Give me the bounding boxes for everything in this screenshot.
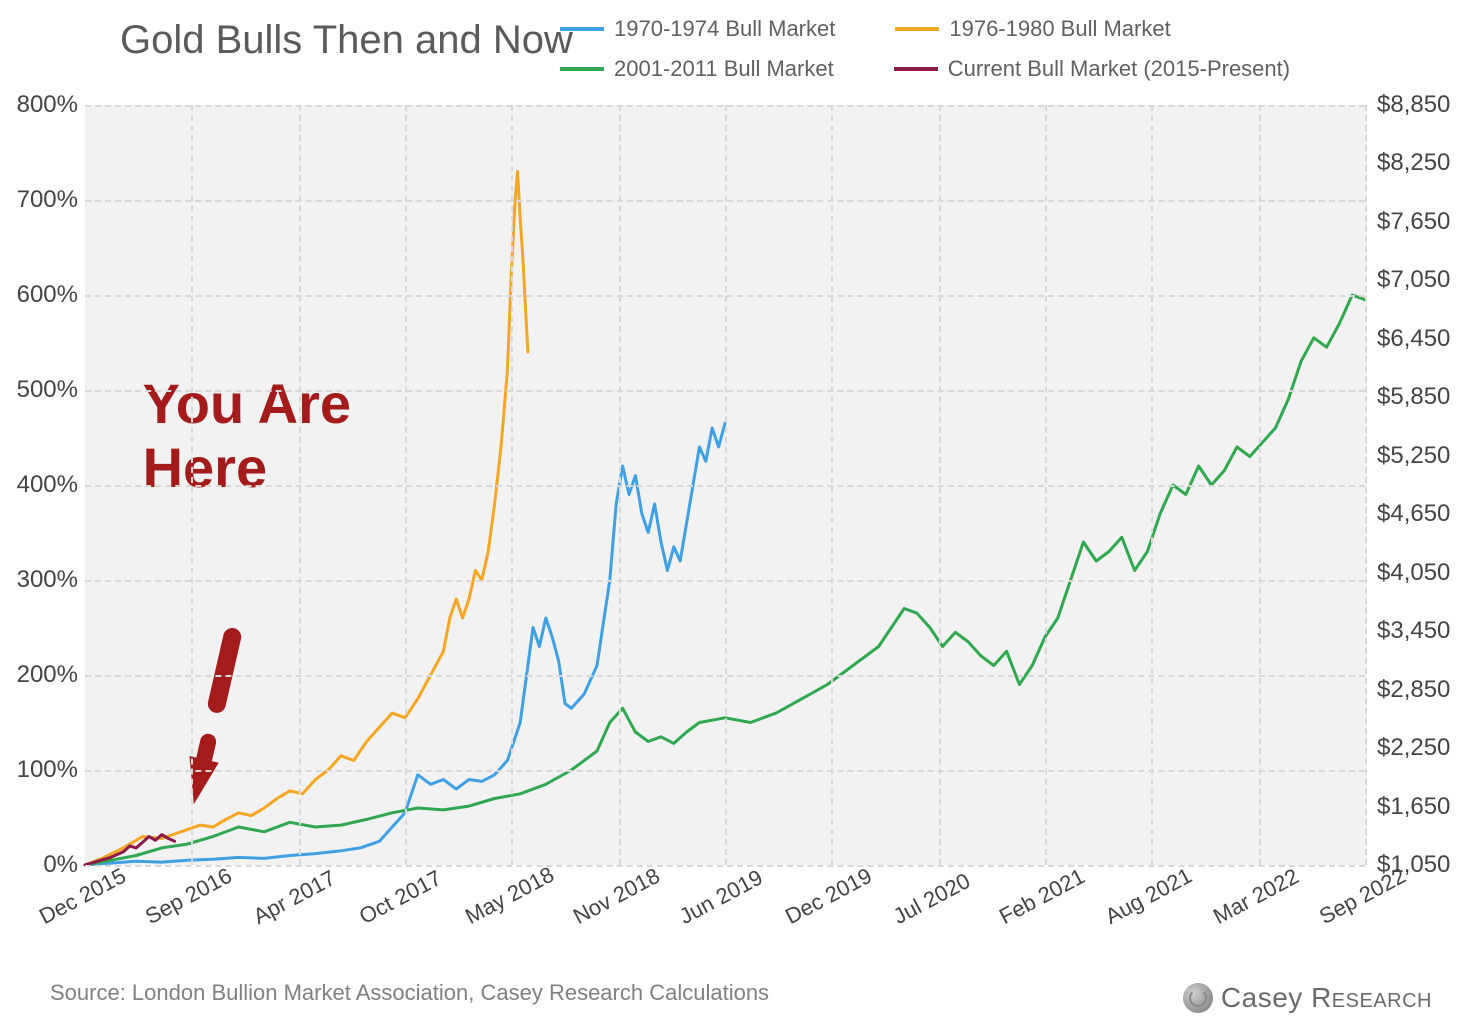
- source-attribution: Source: London Bullion Market Associatio…: [50, 980, 769, 1006]
- brand-text-1: Casey: [1221, 982, 1303, 1013]
- y-right-tick-label: $2,850: [1377, 676, 1472, 704]
- brand-logo-label: Casey Research: [1183, 982, 1432, 1014]
- x-tick-label: Dec 2019: [781, 863, 876, 930]
- y-left-tick-label: 700%: [3, 186, 78, 214]
- x-tick-label: May 2018: [461, 862, 559, 930]
- y-right-tick-label: $5,250: [1377, 442, 1472, 470]
- y-left-tick-label: 200%: [3, 661, 78, 689]
- y-right-tick-label: $8,850: [1377, 91, 1472, 119]
- y-right-tick-label: $1,650: [1377, 793, 1472, 821]
- legend-label: Current Bull Market (2015-Present): [948, 56, 1290, 82]
- x-tick-label: Feb 2021: [995, 863, 1089, 930]
- y-right-tick-label: $7,650: [1377, 208, 1472, 236]
- x-tick-label: Apr 2017: [249, 865, 340, 930]
- chart-legend: 1970-1974 Bull Market 1976-1980 Bull Mark…: [560, 16, 1440, 96]
- chart-container: Gold Bulls Then and Now 1970-1974 Bull M…: [0, 0, 1472, 1036]
- y-left-tick-label: 600%: [3, 281, 78, 309]
- legend-swatch: [560, 67, 604, 71]
- x-tick-label: Sep 2016: [141, 863, 236, 930]
- x-tick-label: Jul 2020: [889, 868, 975, 930]
- chart-title: Gold Bulls Then and Now: [120, 18, 573, 63]
- x-tick-label: Nov 2018: [569, 863, 664, 930]
- legend-item: 2001-2011 Bull Market: [560, 56, 834, 82]
- y-right-tick-label: $3,450: [1377, 617, 1472, 645]
- annotation-arrow-dash: [217, 637, 232, 704]
- legend-item: Current Bull Market (2015-Present): [894, 56, 1290, 82]
- y-right-tick-label: $6,450: [1377, 325, 1472, 353]
- legend-item: 1976-1980 Bull Market: [895, 16, 1170, 42]
- y-left-tick-label: 100%: [3, 756, 78, 784]
- globe-icon: [1183, 983, 1213, 1013]
- y-right-tick-label: $5,850: [1377, 383, 1472, 411]
- x-tick-label: Sep 2022: [1315, 863, 1410, 930]
- legend-swatch: [895, 27, 939, 31]
- y-right-tick-label: $7,050: [1377, 266, 1472, 294]
- y-right-tick-label: $2,250: [1377, 734, 1472, 762]
- legend-label: 1976-1980 Bull Market: [949, 16, 1170, 42]
- x-tick-label: Oct 2017: [355, 865, 446, 930]
- y-left-tick-label: 300%: [3, 566, 78, 594]
- x-tick-label: Aug 2021: [1101, 863, 1196, 930]
- y-left-tick-label: 0%: [3, 851, 78, 879]
- y-right-tick-label: $4,050: [1377, 559, 1472, 587]
- legend-item: 1970-1974 Bull Market: [560, 16, 835, 42]
- y-left-tick-label: 800%: [3, 91, 78, 119]
- y-left-tick-label: 500%: [3, 376, 78, 404]
- y-right-tick-label: $4,650: [1377, 500, 1472, 528]
- y-right-tick-label: $8,250: [1377, 149, 1472, 177]
- brand-text-2: Research: [1303, 982, 1432, 1013]
- legend-swatch: [560, 27, 604, 31]
- plot-area: You AreHere: [85, 105, 1367, 865]
- y-left-tick-label: 400%: [3, 471, 78, 499]
- legend-label: 2001-2011 Bull Market: [614, 56, 834, 82]
- x-tick-label: Jun 2019: [675, 864, 767, 929]
- legend-label: 1970-1974 Bull Market: [614, 16, 835, 42]
- x-tick-label: Mar 2022: [1209, 863, 1303, 930]
- annotation-arrow-stem: [204, 742, 208, 760]
- legend-swatch: [894, 67, 938, 71]
